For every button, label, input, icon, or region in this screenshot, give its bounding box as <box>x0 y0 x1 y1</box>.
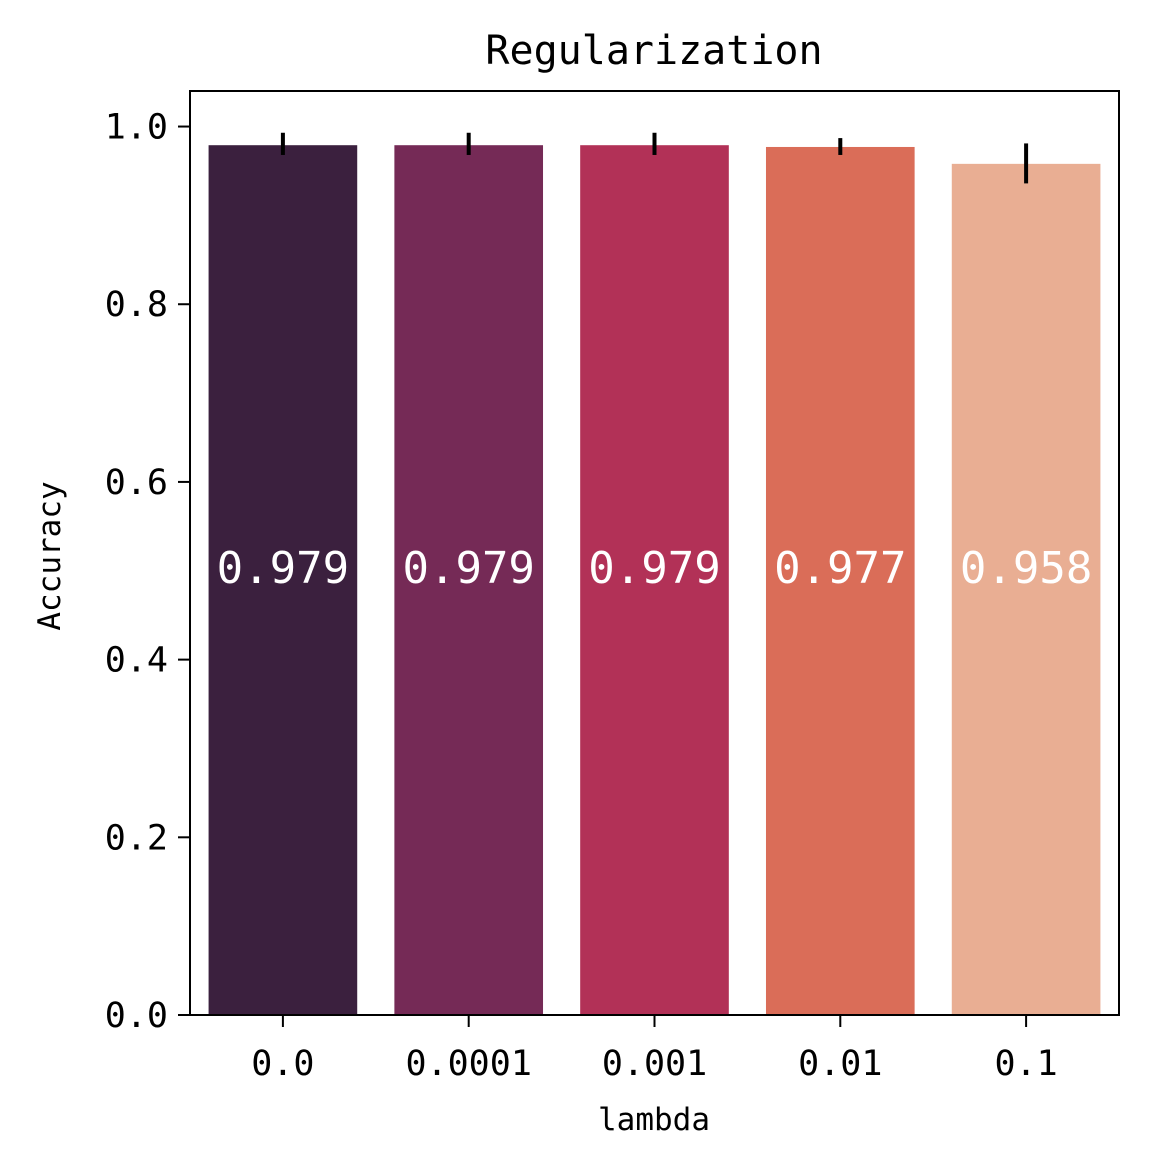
plot-area: 0.979 0.979 0.979 0.977 0.958 0.0 0.2 0.4 0.6 0.8… <box>105 90 1120 1084</box>
y-tick-label: 0.6 <box>105 463 168 503</box>
x-tick-label: 0.0001 <box>405 1044 531 1084</box>
bar <box>208 145 358 1015</box>
chart-title: Regularization <box>485 28 822 74</box>
bar-value-label: 0.958 <box>960 543 1092 594</box>
y-tick-label: 0.2 <box>105 818 168 858</box>
bar <box>765 146 915 1016</box>
bar-value-label: 0.979 <box>402 543 534 594</box>
y-tick-label: 1.0 <box>105 108 168 148</box>
bar <box>394 145 544 1015</box>
bar <box>580 145 729 1015</box>
y-tick-label: 0.8 <box>105 285 168 325</box>
x-tick-label: 0.0 <box>251 1044 314 1084</box>
x-tick-label: 0.01 <box>798 1044 882 1084</box>
y-tick-label: 0.4 <box>105 641 168 681</box>
x-tick-label: 0.1 <box>994 1044 1057 1084</box>
bar <box>951 163 1101 1016</box>
x-axis-label: lambda <box>598 1102 710 1138</box>
y-axis-label: Accuracy <box>32 481 68 630</box>
x-tick-label: 0.001 <box>602 1044 707 1084</box>
bar-value-label: 0.977 <box>774 543 906 594</box>
bar-value-label: 0.979 <box>588 543 720 594</box>
y-tick-label: 0.0 <box>105 996 168 1036</box>
bar-value-label: 0.979 <box>217 543 349 594</box>
